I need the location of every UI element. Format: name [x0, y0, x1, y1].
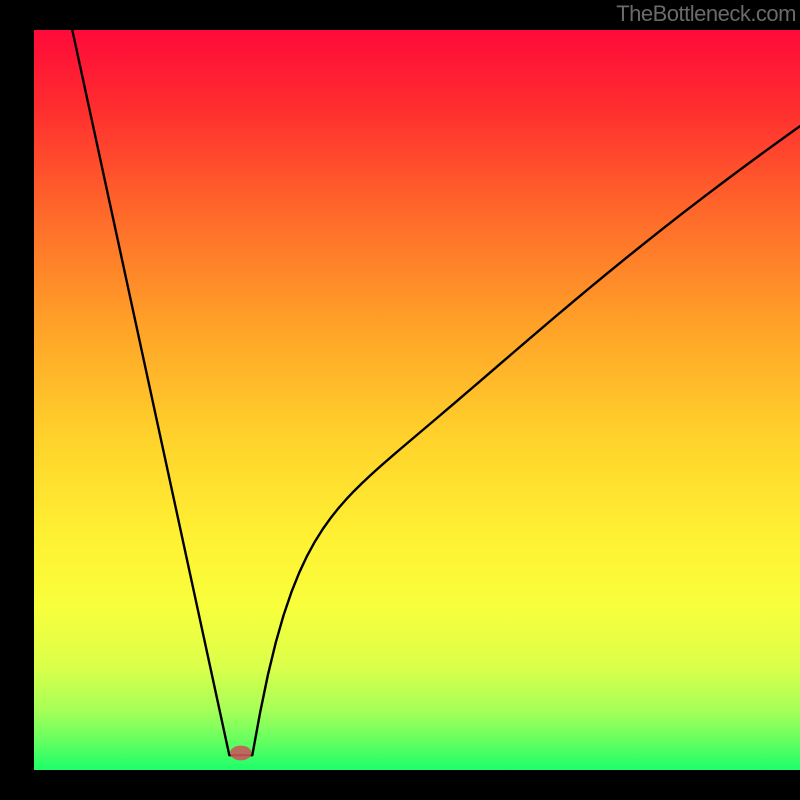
- optimal-point-marker: [230, 746, 251, 761]
- watermark-text: TheBottleneck.com: [616, 0, 800, 27]
- chart-background-gradient: [34, 30, 800, 770]
- chart-plot-area: [34, 30, 800, 770]
